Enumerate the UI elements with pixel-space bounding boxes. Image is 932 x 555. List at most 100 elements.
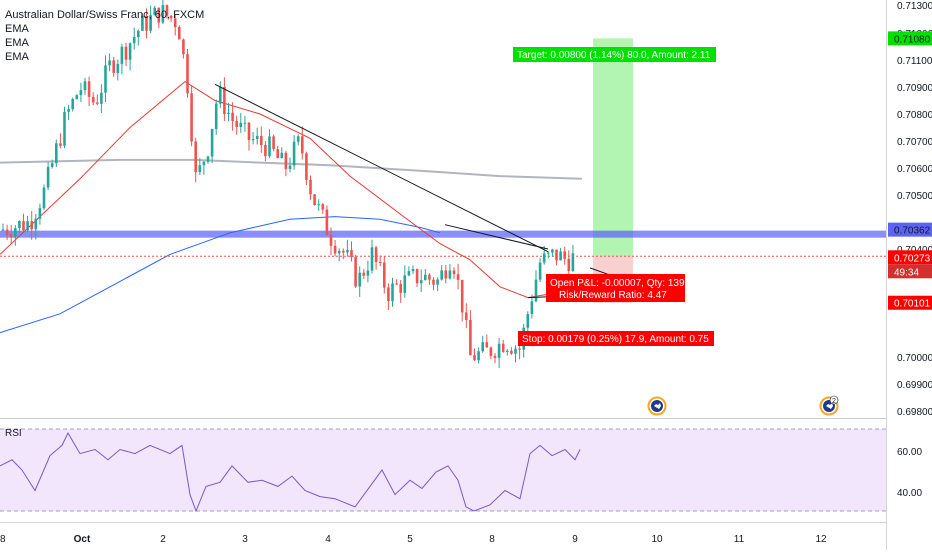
ema-legend-1[interactable]: EMA: [5, 23, 29, 35]
candle-body[interactable]: [161, 5, 165, 23]
candle-body[interactable]: [538, 262, 542, 280]
candle-body[interactable]: [493, 355, 497, 358]
stop-price-badge[interactable]: 0.70101: [888, 295, 932, 310]
candle-body[interactable]: [239, 122, 243, 128]
candle-body[interactable]: [444, 270, 448, 279]
candle-body[interactable]: [571, 253, 575, 272]
candle-body[interactable]: [547, 252, 550, 254]
candle-body[interactable]: [247, 122, 251, 141]
candle-body[interactable]: [206, 156, 210, 162]
candle-body[interactable]: [473, 355, 476, 361]
candle-body[interactable]: [219, 86, 222, 104]
position-info[interactable]: Open P&L: -0.00007, Qty: 139Risk/Reward …: [546, 274, 685, 302]
candle-body[interactable]: [440, 270, 443, 280]
candle-body[interactable]: [337, 250, 341, 254]
candle-body[interactable]: [411, 269, 415, 272]
target-label[interactable]: Target: 0.00800 (1.14%) 80.0, Amount: 2.…: [513, 47, 716, 62]
candle-body[interactable]: [309, 179, 312, 195]
candle-body[interactable]: [362, 272, 366, 276]
candle-body[interactable]: [506, 350, 509, 352]
candle-body[interactable]: [46, 166, 50, 188]
candle-body[interactable]: [551, 249, 554, 253]
candle-body[interactable]: [456, 274, 460, 280]
candle-body[interactable]: [354, 257, 357, 287]
candle-body[interactable]: [477, 351, 480, 361]
candle-body[interactable]: [559, 251, 562, 261]
candle-body[interactable]: [276, 149, 279, 159]
candle-body[interactable]: [214, 103, 218, 130]
candle-body[interactable]: [137, 30, 140, 38]
candle-body[interactable]: [67, 109, 70, 112]
candle-body[interactable]: [235, 121, 238, 128]
candle-body[interactable]: [149, 15, 152, 31]
candle-body[interactable]: [22, 221, 25, 231]
candle-body[interactable]: [555, 249, 558, 261]
candle-body[interactable]: [448, 270, 452, 279]
candle-body[interactable]: [329, 235, 333, 246]
candle-body[interactable]: [301, 136, 304, 154]
symbol-title[interactable]: Australian Dollar/Swiss Franc, 60, FXCM: [5, 9, 205, 21]
candle-body[interactable]: [42, 187, 46, 209]
candle-body[interactable]: [465, 312, 468, 321]
candle-body[interactable]: [14, 228, 17, 238]
candle-body[interactable]: [428, 274, 431, 280]
candle-body[interactable]: [424, 274, 427, 281]
candle-body[interactable]: [182, 39, 185, 55]
candle-body[interactable]: [30, 221, 33, 230]
candle-body[interactable]: [198, 165, 202, 173]
candle-body[interactable]: [202, 161, 206, 166]
candle-body[interactable]: [9, 234, 13, 238]
target-price-badge[interactable]: 0.71080: [888, 31, 932, 46]
candle-body[interactable]: [75, 95, 79, 100]
candle-body[interactable]: [251, 139, 255, 141]
candle-body[interactable]: [530, 301, 534, 314]
rsi-line[interactable]: [0, 432, 581, 513]
candle-body[interactable]: [178, 27, 181, 40]
trendline-2[interactable]: [444, 224, 549, 250]
candle-body[interactable]: [497, 343, 501, 358]
zone-price-badge[interactable]: 0.70362: [888, 222, 932, 237]
candle-body[interactable]: [452, 270, 456, 275]
candle-body[interactable]: [313, 194, 316, 205]
candle-body[interactable]: [96, 102, 99, 104]
candle-body[interactable]: [71, 99, 74, 110]
candle-body[interactable]: [255, 135, 259, 140]
stop-label[interactable]: Stop: 0.00179 (0.25%) 17.9, Amount: 0.75: [518, 331, 714, 346]
candle-body[interactable]: [173, 18, 177, 28]
candle-body[interactable]: [91, 96, 95, 103]
candle-body[interactable]: [514, 348, 517, 354]
candle-body[interactable]: [378, 262, 382, 264]
ema-mid-line[interactable]: [0, 216, 441, 334]
candle-body[interactable]: [358, 272, 361, 287]
candle-body[interactable]: [374, 247, 378, 263]
candle-body[interactable]: [432, 279, 435, 285]
candle-body[interactable]: [141, 16, 144, 31]
candle-body[interactable]: [210, 129, 214, 157]
candle-body[interactable]: [510, 350, 513, 354]
candle-body[interactable]: [157, 7, 161, 23]
candle-body[interactable]: [419, 280, 423, 284]
candle-body[interactable]: [132, 37, 136, 44]
ema-legend-2[interactable]: EMA: [5, 37, 29, 49]
candle-body[interactable]: [190, 93, 193, 142]
candle-body[interactable]: [481, 342, 484, 352]
candle-body[interactable]: [34, 218, 38, 230]
rsi-legend[interactable]: RSI: [5, 428, 22, 439]
candle-body[interactable]: [128, 43, 132, 60]
candle-body[interactable]: [526, 313, 530, 328]
candle-body[interactable]: [59, 143, 62, 146]
candle-body[interactable]: [383, 262, 386, 288]
candle-body[interactable]: [227, 112, 230, 114]
candle-body[interactable]: [288, 165, 292, 170]
candle-body[interactable]: [83, 81, 87, 91]
candle-body[interactable]: [5, 229, 9, 235]
candle-body[interactable]: [186, 54, 189, 94]
candle-body[interactable]: [104, 65, 107, 93]
candle-body[interactable]: [415, 269, 419, 284]
candle-body[interactable]: [305, 153, 308, 180]
candle-body[interactable]: [387, 287, 390, 302]
candle-body[interactable]: [460, 279, 464, 313]
candle-body[interactable]: [120, 46, 124, 64]
candle-body[interactable]: [112, 60, 115, 73]
